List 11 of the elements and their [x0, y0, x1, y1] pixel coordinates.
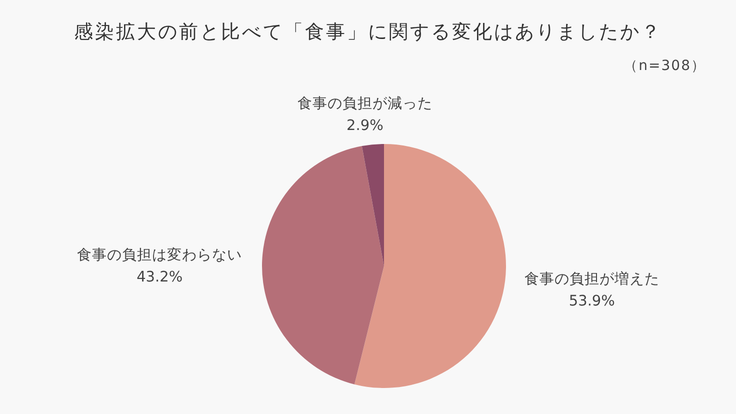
pie-slice [362, 144, 384, 266]
data-label: 2.9% [346, 118, 384, 134]
data-label: 43.2% [136, 269, 183, 286]
pie-slice [354, 144, 506, 388]
chart-title: 感染拡大の前と比べて「食事」に関する変化はありましたか？ [74, 21, 662, 43]
slice-label: 食事の負担は変わらない [77, 246, 242, 264]
pie-slice [262, 146, 384, 384]
slice-label: 食事の負担が減った [297, 95, 432, 112]
data-label: 53.9% [568, 293, 615, 310]
chart-subtitle: （n=308） [624, 58, 706, 74]
slice-label: 食事の負担が増えた [524, 270, 660, 288]
